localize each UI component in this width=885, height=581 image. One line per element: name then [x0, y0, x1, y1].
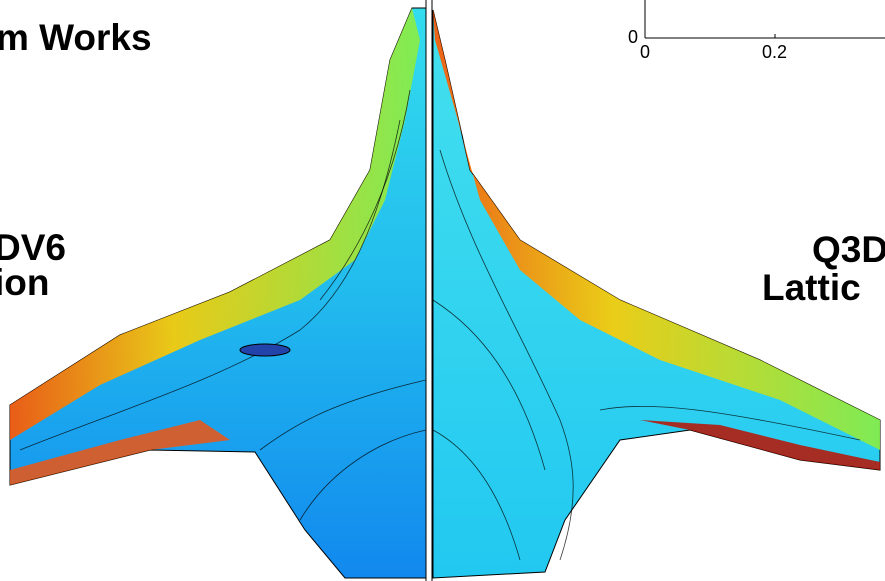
contour-line: [599, 405, 861, 441]
contour-line: [439, 149, 574, 561]
x-tick-label: 0.2: [762, 42, 787, 62]
inset-axis: 0 0 0.2: [628, 0, 885, 62]
leading-edge-band: [433, 10, 880, 450]
right-label: Lattic: [762, 267, 861, 308]
contour-island: [239, 343, 291, 357]
contour-line: [319, 89, 411, 301]
contour-line: [432, 299, 546, 471]
right-contour-plot: [432, 9, 881, 579]
leading-edge-band: [10, 8, 420, 440]
x-tick-label: 0: [640, 42, 650, 62]
trailing-edge-band: [10, 420, 230, 485]
contour-line: [299, 429, 427, 521]
wing-shape: [9, 7, 427, 579]
contour-line: [19, 119, 401, 451]
left-contour-plot: [9, 7, 427, 579]
left-label: DV6: [0, 227, 66, 268]
contour-line: [432, 429, 521, 561]
trailing-edge-band: [640, 420, 880, 470]
contour-line: [259, 379, 427, 451]
separator: [426, 0, 432, 581]
y-tick-label: 0: [628, 27, 638, 47]
slide-title: m Works: [0, 17, 152, 58]
left-label: ion: [0, 262, 49, 303]
right-label: Q3D: [812, 229, 885, 270]
